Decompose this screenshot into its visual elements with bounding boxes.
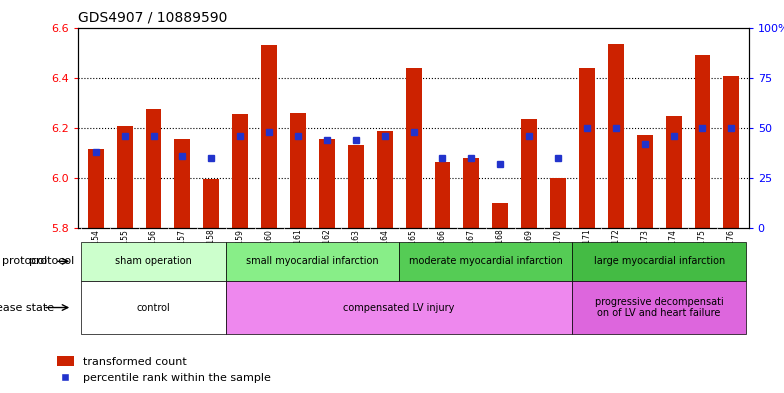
- Bar: [521, 119, 537, 228]
- Text: progressive decompensati
on of LV and heart failure: progressive decompensati on of LV and he…: [595, 297, 724, 318]
- Bar: [117, 127, 132, 228]
- Bar: [232, 114, 249, 228]
- Text: protocol: protocol: [2, 256, 48, 266]
- Bar: [724, 76, 739, 228]
- Text: GSM1151160: GSM1151160: [264, 229, 274, 279]
- Bar: [608, 44, 624, 228]
- Text: GSM1151169: GSM1151169: [524, 229, 534, 279]
- Bar: [572, 242, 746, 281]
- Text: GSM1151164: GSM1151164: [380, 229, 389, 279]
- Bar: [82, 242, 226, 281]
- Bar: [463, 158, 479, 228]
- Text: GSM1151166: GSM1151166: [438, 229, 447, 279]
- Bar: [348, 145, 364, 228]
- Bar: [572, 281, 746, 334]
- Bar: [550, 178, 566, 228]
- Text: GSM1151154: GSM1151154: [91, 229, 100, 279]
- Text: large myocardial infarction: large myocardial infarction: [593, 256, 724, 266]
- Text: sham operation: sham operation: [115, 256, 192, 266]
- Text: GSM1151175: GSM1151175: [698, 229, 707, 279]
- Text: GSM1151173: GSM1151173: [641, 229, 649, 279]
- Bar: [82, 281, 226, 334]
- Text: GSM1151159: GSM1151159: [236, 229, 245, 279]
- Bar: [637, 135, 652, 228]
- Text: GSM1151167: GSM1151167: [466, 229, 476, 279]
- Text: control: control: [136, 303, 170, 312]
- Text: disease state: disease state: [0, 303, 54, 312]
- Bar: [399, 242, 572, 281]
- Text: GSM1151161: GSM1151161: [293, 229, 303, 279]
- Text: GSM1151172: GSM1151172: [612, 229, 620, 279]
- Bar: [319, 139, 335, 228]
- Text: GDS4907 / 10889590: GDS4907 / 10889590: [78, 11, 228, 25]
- Bar: [226, 281, 572, 334]
- Text: GSM1151162: GSM1151162: [322, 229, 332, 279]
- Bar: [434, 162, 450, 228]
- Bar: [377, 132, 393, 228]
- Legend: transformed count, percentile rank within the sample: transformed count, percentile rank withi…: [53, 351, 275, 387]
- Text: GSM1151157: GSM1151157: [178, 229, 187, 279]
- Bar: [88, 149, 103, 228]
- Text: GSM1151155: GSM1151155: [120, 229, 129, 279]
- Bar: [405, 68, 422, 228]
- Bar: [666, 116, 681, 228]
- Bar: [492, 203, 508, 228]
- Text: GSM1151171: GSM1151171: [583, 229, 591, 279]
- Text: GSM1151176: GSM1151176: [727, 229, 736, 279]
- Text: GSM1151165: GSM1151165: [409, 229, 418, 279]
- Text: GSM1151174: GSM1151174: [669, 229, 678, 279]
- Text: GSM1151170: GSM1151170: [554, 229, 563, 279]
- Text: GSM1151156: GSM1151156: [149, 229, 158, 279]
- Text: GSM1151158: GSM1151158: [207, 229, 216, 279]
- Text: GSM1151168: GSM1151168: [495, 229, 505, 279]
- Bar: [226, 242, 399, 281]
- Bar: [290, 113, 306, 228]
- Bar: [146, 109, 162, 228]
- Bar: [261, 45, 277, 228]
- Text: compensated LV injury: compensated LV injury: [343, 303, 455, 312]
- Bar: [579, 68, 595, 228]
- Text: protocol: protocol: [29, 256, 74, 266]
- Text: GSM1151163: GSM1151163: [351, 229, 361, 279]
- Bar: [175, 139, 191, 228]
- Text: moderate myocardial infarction: moderate myocardial infarction: [408, 256, 563, 266]
- Bar: [695, 55, 710, 228]
- Text: small myocardial infarction: small myocardial infarction: [246, 256, 379, 266]
- Bar: [203, 179, 220, 228]
